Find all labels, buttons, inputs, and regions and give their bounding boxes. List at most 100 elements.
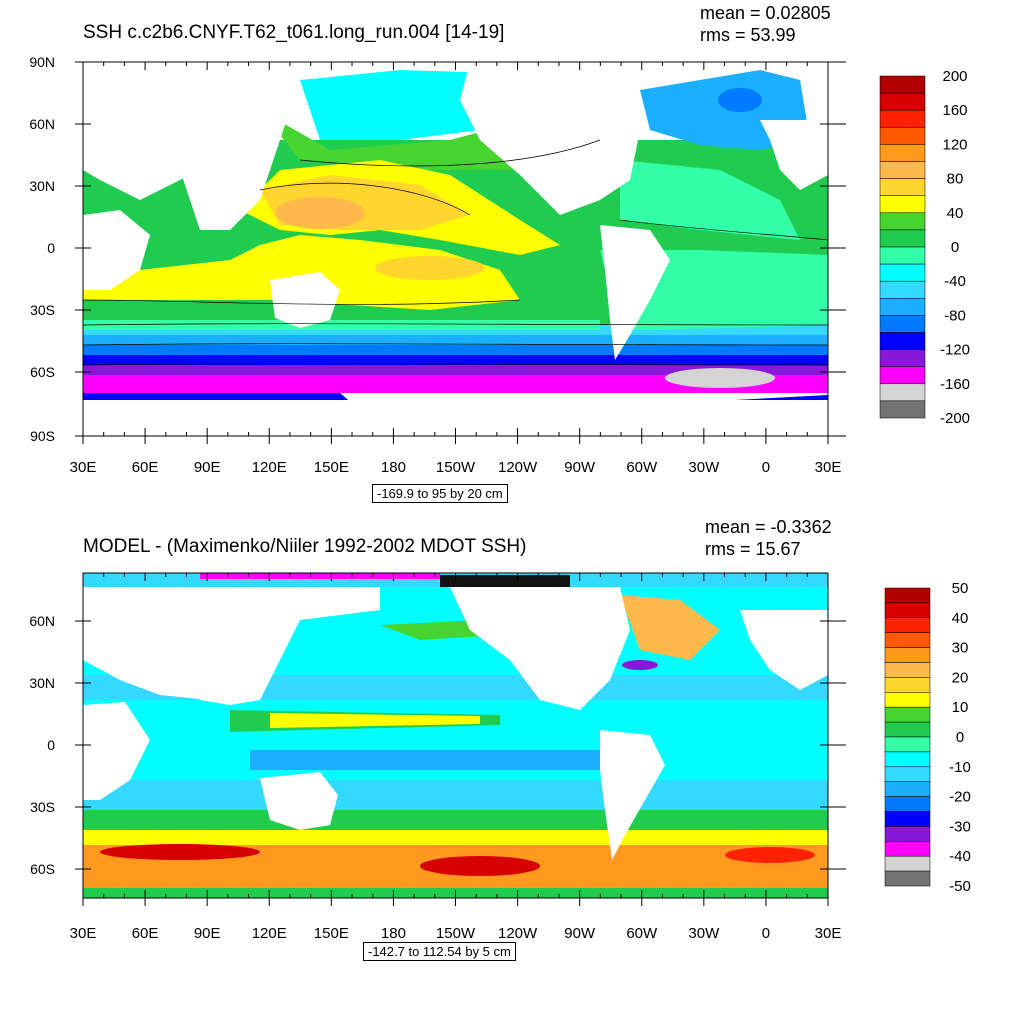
continent-south-america xyxy=(600,225,670,360)
mean-value: mean = 0.02805 xyxy=(700,3,831,23)
lon-label: 150W xyxy=(436,459,476,476)
contour-band xyxy=(622,660,658,670)
lon-label: 90E xyxy=(194,925,221,942)
axis-ticks xyxy=(75,573,846,906)
contour-band xyxy=(718,88,762,112)
lat-label: 30S xyxy=(30,302,55,318)
rms-value: rms = 53.99 xyxy=(700,25,796,45)
lon-label: 0 xyxy=(762,925,770,942)
lon-axis-labels: 30E 60E 90E 120E 150E 180 150W 120W 90W 60W 30W 0 30… xyxy=(70,925,842,942)
colorbar-swatch xyxy=(884,811,931,827)
lat-label: 90S xyxy=(30,428,55,444)
colorbar-swatch xyxy=(879,263,926,282)
colorbar-swatch xyxy=(884,632,931,648)
continent-europe xyxy=(740,610,828,690)
colorbar-swatch xyxy=(884,736,931,753)
lon-label: 30E xyxy=(815,925,842,942)
lon-label: 120W xyxy=(498,925,538,942)
colorbar-swatch xyxy=(879,246,926,265)
lon-label: 90E xyxy=(194,459,221,476)
contour-band xyxy=(83,320,600,330)
contour-band xyxy=(250,750,600,770)
ssh-field-top xyxy=(83,62,828,436)
lon-label: 30E xyxy=(70,459,97,476)
lon-label: 90W xyxy=(564,459,596,476)
lon-label: 150E xyxy=(314,459,349,476)
colorbar-swatch xyxy=(884,855,931,872)
colorbar-swatch xyxy=(879,349,926,367)
colorbar-label: 10 xyxy=(952,699,969,716)
lon-axis-labels: 30E 60E 90E 120E 150E 180 150W 120W 90W 60W 30W 0 30… xyxy=(70,459,842,476)
lat-label: 60N xyxy=(29,116,55,132)
colorbar-label: -200 xyxy=(940,410,970,427)
lat-label: 0 xyxy=(47,737,55,753)
map-top: 90N 60N 30N 0 30S 60S 90S 30E 60E 90E 120E 150E 180… xyxy=(29,54,970,476)
contour-band xyxy=(83,375,828,393)
lat-axis-labels: 90N 60N 30N 0 30S 60S 90S xyxy=(29,54,55,444)
contour-info-label: -169.9 to 95 by 20 cm xyxy=(372,484,508,503)
stats-box: mean = -0.3362 rms = 15.67 xyxy=(705,516,832,560)
colorbar-swatch xyxy=(879,366,926,385)
colorbar-swatch xyxy=(879,212,926,231)
contour-band xyxy=(200,573,440,579)
lon-label: 90W xyxy=(564,925,596,942)
colorbar-label: -10 xyxy=(949,759,971,776)
colorbar-swatch xyxy=(884,647,931,663)
contour-band xyxy=(83,830,828,845)
contour-band xyxy=(83,365,828,375)
map-bottom: 60N 30N 0 30S 60S 30E 60E 90E 120E 150E 180 150W 12… xyxy=(29,572,971,942)
lon-label: 180 xyxy=(381,925,406,942)
colorbar-swatch xyxy=(879,127,926,145)
colorbar-label: 0 xyxy=(956,729,964,746)
colorbar-swatch xyxy=(879,178,926,196)
colorbar-label: 120 xyxy=(942,136,967,153)
lon-label: 180 xyxy=(381,459,406,476)
colorbar-label: -50 xyxy=(949,878,971,895)
lat-label: 90N xyxy=(29,54,55,70)
colorbar-swatch xyxy=(879,75,926,94)
lon-label: 120E xyxy=(252,459,287,476)
contour-band xyxy=(83,235,520,310)
continent-europe xyxy=(760,120,828,190)
colorbar-swatch xyxy=(884,826,931,842)
lon-label: 0 xyxy=(762,459,770,476)
colorbar-swatch xyxy=(879,400,926,419)
contour-band xyxy=(83,810,828,830)
contour-band xyxy=(440,575,570,587)
colorbar-label: -20 xyxy=(949,789,971,806)
colorbar-label: 40 xyxy=(947,205,964,222)
colorbar-swatch xyxy=(884,587,931,604)
lat-axis-labels: 60N 30N 0 30S 60S xyxy=(29,613,55,877)
continent-antarctica xyxy=(83,400,828,436)
colorbar-swatch xyxy=(879,383,926,402)
colorbar-swatch xyxy=(879,298,926,316)
colorbar-swatch xyxy=(879,195,926,214)
colorbar-label: -40 xyxy=(944,273,966,290)
colorbar-label: 20 xyxy=(952,669,969,686)
continent-australia xyxy=(270,272,340,328)
contour-band xyxy=(665,368,775,388)
lon-label: 120W xyxy=(498,459,538,476)
colorbar-label: 30 xyxy=(952,640,969,657)
lon-label: 60E xyxy=(132,459,159,476)
continent-africa xyxy=(83,702,150,800)
continent-africa xyxy=(83,210,150,290)
lat-label: 30N xyxy=(29,675,55,691)
contour-band xyxy=(83,335,828,345)
contour-info-label: -142.7 to 112.54 by 5 cm xyxy=(363,942,516,961)
contour-band xyxy=(100,844,260,860)
panel-title: MODEL - (Maximenko/Niiler 1992-2002 MDOT… xyxy=(83,536,527,557)
colorbar-swatch xyxy=(884,677,931,693)
lon-label: 30W xyxy=(688,925,720,942)
contour-band xyxy=(83,780,828,810)
colorbar-swatch xyxy=(884,692,931,708)
rms-value: rms = 15.67 xyxy=(705,539,801,559)
lat-label: 60N xyxy=(29,613,55,629)
colorbar-swatch xyxy=(884,662,931,678)
panel-model-minus-obs: MODEL - (Maximenko/Niiler 1992-2002 MDOT… xyxy=(0,510,1024,1024)
contour-band xyxy=(725,847,815,863)
lat-label: 60S xyxy=(30,861,55,877)
colorbar-swatch xyxy=(879,315,926,333)
stats-box: mean = 0.02805 rms = 53.99 xyxy=(700,2,831,46)
contour-band xyxy=(375,256,485,280)
